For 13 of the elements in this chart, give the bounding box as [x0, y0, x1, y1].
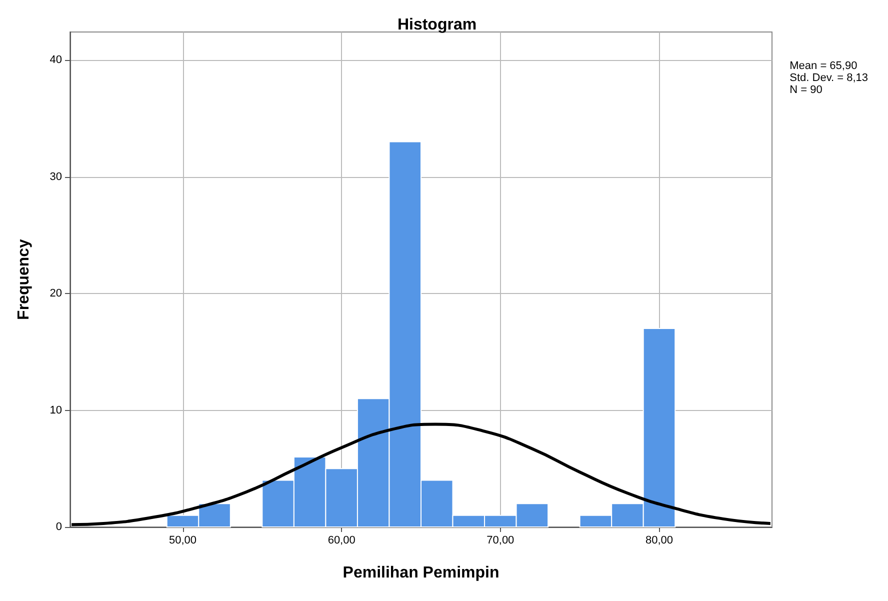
y-axis-title: Frequency — [16, 238, 32, 320]
x-tick-label: 80,00 — [645, 534, 673, 546]
x-tick-label: 70,00 — [486, 534, 514, 546]
y-tick-label: 20 — [50, 288, 62, 300]
y-tick-label: 0 — [56, 521, 62, 533]
y-tick-label: 40 — [50, 54, 62, 66]
text: Mean = 65,90 Std. Dev. = 8,13 N = 90 — [790, 60, 868, 96]
chart-title: Histogram — [397, 16, 477, 34]
x-tick-label: 60,00 — [328, 534, 356, 546]
x-axis-title: Pemilihan Pemimpin — [342, 564, 500, 582]
y-tick-label: 30 — [50, 170, 62, 183]
y-tick-label: 10 — [50, 404, 62, 416]
x-tick-label: 50,00 — [169, 534, 197, 546]
